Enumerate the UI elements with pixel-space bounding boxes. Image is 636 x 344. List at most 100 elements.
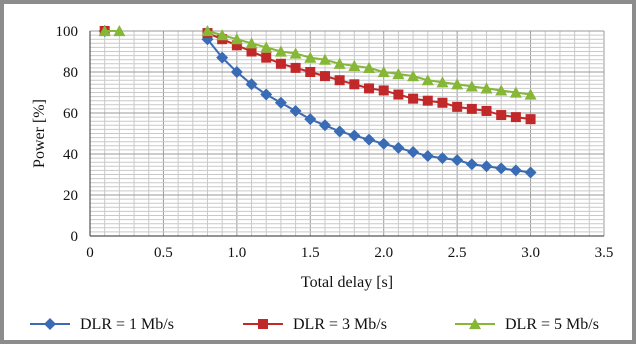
data-point [496, 110, 507, 121]
data-point [451, 154, 464, 167]
data-point [437, 97, 448, 108]
data-point [246, 46, 257, 57]
data-point [524, 166, 537, 179]
data-point [407, 70, 420, 82]
data-point [436, 152, 449, 165]
data-point [524, 88, 537, 100]
data-point [318, 53, 331, 65]
data-point [451, 78, 464, 90]
x-tick-label: 1.5 [301, 245, 320, 261]
data-point [319, 71, 330, 82]
x-axis-title: Total delay [s] [301, 274, 393, 291]
x-tick-label: 0 [86, 245, 94, 261]
legend-marker [44, 318, 56, 330]
data-point [304, 113, 317, 126]
data-point [333, 57, 346, 69]
legend-item-3: DLR = 5 Mb/s [455, 316, 599, 333]
data-point [363, 133, 376, 146]
data-point [480, 82, 493, 94]
data-point [421, 150, 434, 163]
data-point [393, 89, 404, 100]
data-point [480, 160, 493, 173]
data-point [495, 84, 508, 96]
y-axis-title: Power [%] [31, 99, 48, 168]
data-point [481, 105, 492, 116]
series-2 [99, 26, 536, 125]
data-point [452, 101, 463, 112]
data-point [465, 80, 478, 92]
data-point [245, 37, 258, 49]
data-point [274, 45, 287, 57]
data-point [216, 29, 229, 41]
data-point [260, 41, 273, 53]
legend-item-1: DLR = 1 Mb/s [30, 316, 174, 333]
data-point [392, 68, 405, 80]
axis-layer: 0 0.5 1.0 1.5 2.0 2.5 3.0 3.5 0 20 40 60 80 100 [56, 24, 614, 261]
data-point [436, 76, 449, 88]
data-point [260, 88, 273, 101]
series-layer [98, 25, 537, 179]
series-1 [98, 25, 537, 179]
data-point [304, 51, 317, 63]
legend-label: DLR = 5 Mb/s [505, 316, 599, 333]
data-point [201, 25, 214, 37]
data-point [509, 164, 522, 177]
x-tick-label: 3.0 [521, 245, 540, 261]
data-point [495, 162, 508, 175]
legend-label: DLR = 1 Mb/s [80, 316, 174, 333]
data-point [349, 79, 360, 90]
data-point [378, 85, 389, 96]
data-point [525, 114, 536, 125]
data-point [289, 47, 302, 59]
x-tick-label: 1.0 [227, 245, 246, 261]
legend-marker [258, 319, 268, 329]
y-tick-label: 100 [56, 24, 79, 40]
data-point [275, 58, 286, 69]
data-point [348, 129, 361, 142]
x-tick-label: 0.5 [154, 245, 173, 261]
data-point [377, 66, 390, 78]
data-point [290, 62, 301, 73]
data-point [274, 96, 287, 109]
data-point [216, 51, 229, 64]
data-point [318, 119, 331, 132]
data-point [364, 83, 375, 94]
data-point [377, 137, 390, 150]
legend: DLR = 1 Mb/s DLR = 3 Mb/s DLR = 5 Mb/s [30, 316, 599, 333]
data-point [510, 112, 521, 123]
data-point [289, 104, 302, 117]
data-point [348, 59, 361, 71]
x-tick-label: 2.0 [374, 245, 393, 261]
y-tick-label: 60 [63, 106, 78, 122]
series-3 [98, 25, 537, 100]
x-tick-label: 3.5 [595, 245, 614, 261]
data-point [333, 125, 346, 138]
data-point [408, 93, 419, 104]
data-point [392, 141, 405, 154]
data-point [231, 40, 242, 51]
data-point [334, 75, 345, 86]
data-point [509, 86, 522, 98]
data-point [245, 78, 258, 91]
data-point [305, 67, 316, 77]
data-point [466, 103, 477, 114]
y-tick-label: 80 [63, 65, 78, 81]
data-point [363, 61, 376, 73]
data-point [230, 66, 243, 78]
data-point [113, 25, 126, 37]
data-point [465, 158, 478, 171]
data-point [261, 52, 272, 63]
x-tick-label: 2.5 [448, 245, 467, 261]
data-point [421, 74, 434, 86]
data-point [230, 33, 243, 45]
legend-marker [469, 318, 481, 330]
y-tick-label: 20 [63, 188, 78, 204]
data-point [98, 25, 111, 37]
data-point [422, 95, 433, 106]
legend-item-2: DLR = 3 Mb/s [243, 316, 387, 333]
y-tick-label: 0 [71, 229, 79, 245]
legend-label: DLR = 3 Mb/s [293, 316, 387, 333]
y-tick-label: 40 [63, 147, 78, 163]
data-point [407, 145, 420, 158]
